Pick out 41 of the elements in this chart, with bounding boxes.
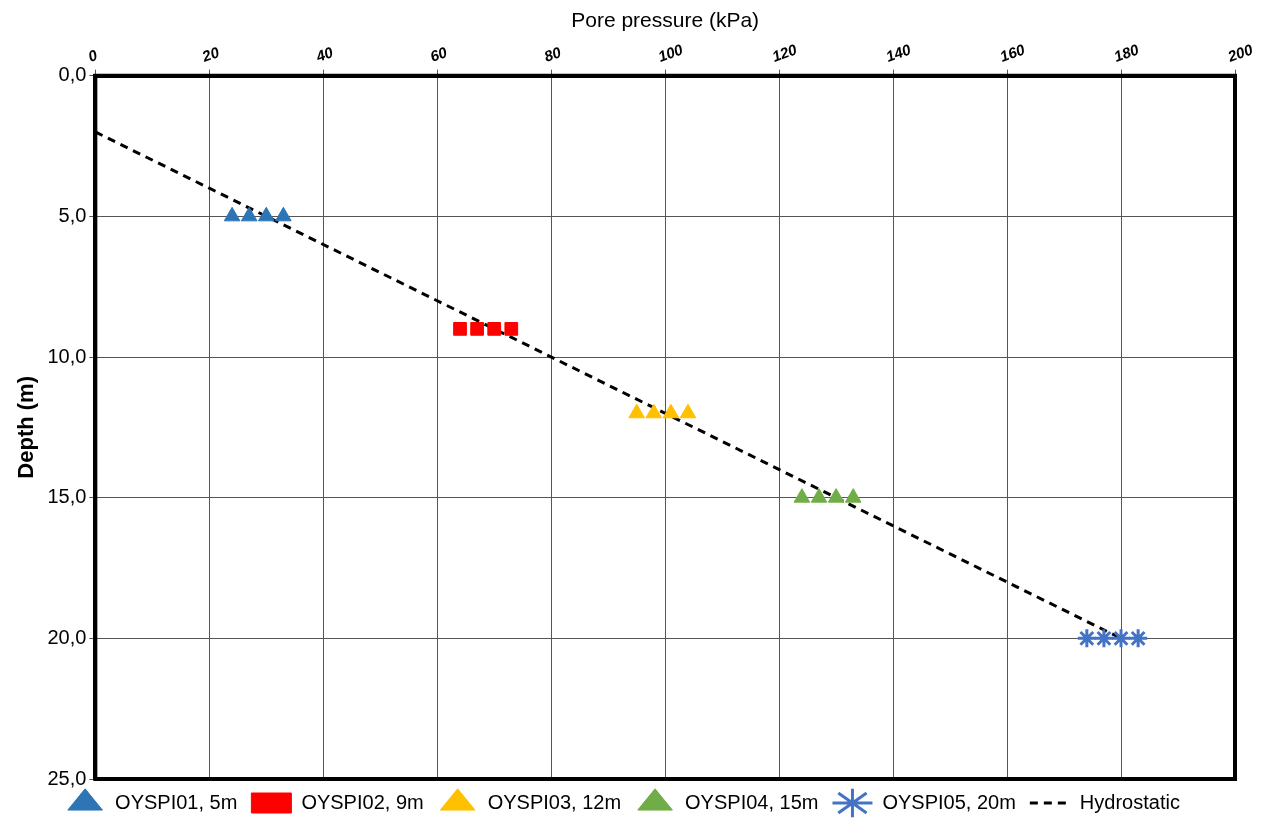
x-tick-label: 20: [198, 43, 222, 66]
x-tick-label: 60: [427, 43, 450, 65]
y-tick-label: 20,0: [47, 625, 87, 648]
point: [1127, 627, 1149, 649]
point: [844, 488, 862, 503]
point: [628, 403, 645, 419]
x-tick-label: 180: [1111, 40, 1142, 65]
point: [257, 206, 275, 222]
point: [240, 206, 258, 222]
x-axis-title: Pore pressure (kPa): [571, 8, 760, 32]
point: [662, 403, 680, 419]
y-tick-label: 10,0: [47, 344, 87, 367]
point: [1076, 627, 1098, 649]
y-axis-title: Depth (m): [13, 376, 39, 479]
legend-label: Hydrostatic: [1079, 790, 1180, 813]
point: [793, 488, 811, 503]
legend-label: OYSPI05, 20m: [882, 790, 1016, 813]
x-tick-label: 120: [769, 40, 800, 65]
y-tick-label: 25,0: [47, 766, 87, 789]
legend-label: OYSPI02, 9m: [301, 790, 424, 813]
x-tick-label: 0: [85, 45, 101, 65]
legend-label: OYSPI01, 5m: [115, 790, 238, 813]
x-tick-label: 200: [1224, 40, 1256, 66]
legend-label: OYSPI03, 12m: [487, 790, 622, 813]
y-tick-label: 0,0: [58, 63, 87, 86]
x-tick-label: 160: [997, 40, 1028, 65]
point: [1110, 627, 1132, 649]
point: [223, 206, 241, 222]
x-tick-label: 100: [655, 40, 686, 65]
x-tick-label: 140: [883, 40, 914, 65]
x-tick-label: 40: [312, 43, 336, 66]
point: [275, 206, 292, 222]
point: [1093, 627, 1115, 649]
legend-label: OYSPI04, 15m: [685, 790, 819, 813]
point: [827, 488, 845, 503]
point: [679, 403, 697, 419]
y-tick-label: 15,0: [47, 485, 87, 508]
y-tick-label: 5,0: [58, 203, 87, 226]
point: [810, 488, 828, 503]
point: [645, 403, 663, 419]
x-tick-label: 80: [541, 43, 564, 65]
